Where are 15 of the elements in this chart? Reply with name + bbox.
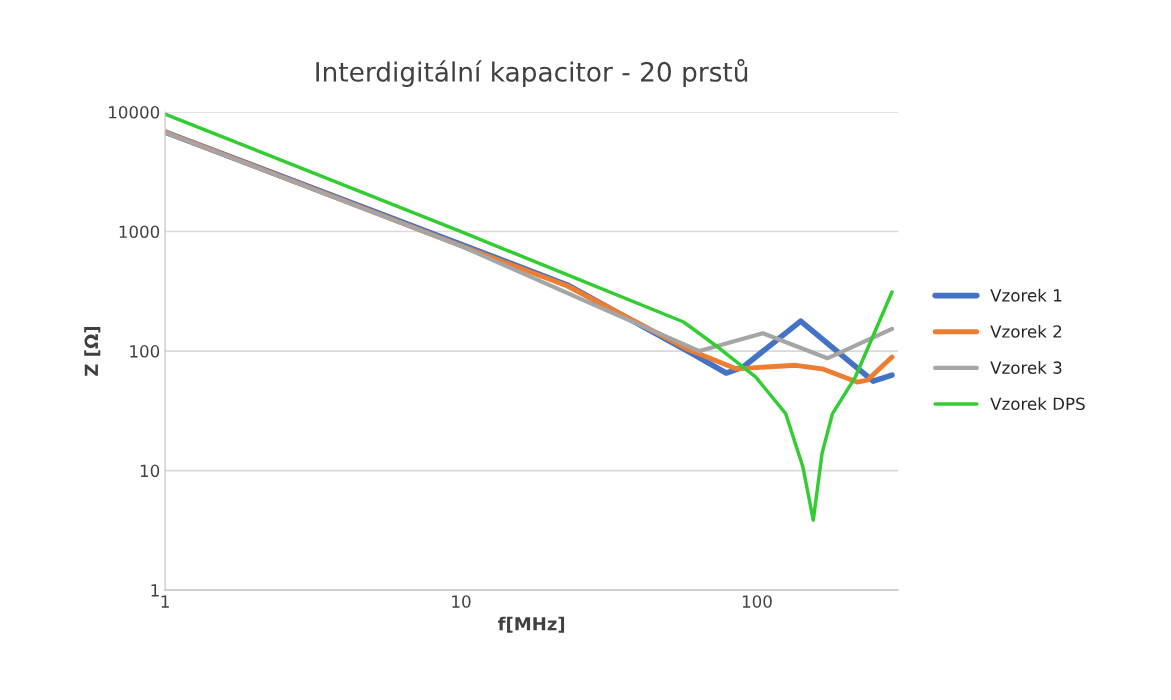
y-tick-label: 1000 bbox=[119, 225, 160, 239]
chart-title: Interdigitální kapacitor - 20 prstů bbox=[316, 59, 748, 87]
y-tick-label: 100 bbox=[130, 345, 160, 358]
legend-label: Vzorek 2 bbox=[990, 324, 1062, 338]
x-tick-label: 10 bbox=[452, 595, 471, 608]
legend-label: Vzorek 3 bbox=[990, 361, 1062, 374]
x-axis-title: f[MHz] bbox=[498, 616, 565, 633]
y-tick-label: 1 bbox=[151, 584, 159, 597]
x-tick-label: 100 bbox=[742, 595, 772, 608]
y-tick-label: 10000 bbox=[109, 105, 160, 119]
y-tick-label: 10 bbox=[140, 464, 160, 478]
y-axis-title: Z [Ω] bbox=[84, 326, 101, 376]
x-tick-label: 1 bbox=[161, 595, 169, 608]
legend-label: Vzorek DPS bbox=[990, 397, 1085, 411]
legend-label: Vzorek 1 bbox=[990, 288, 1062, 302]
